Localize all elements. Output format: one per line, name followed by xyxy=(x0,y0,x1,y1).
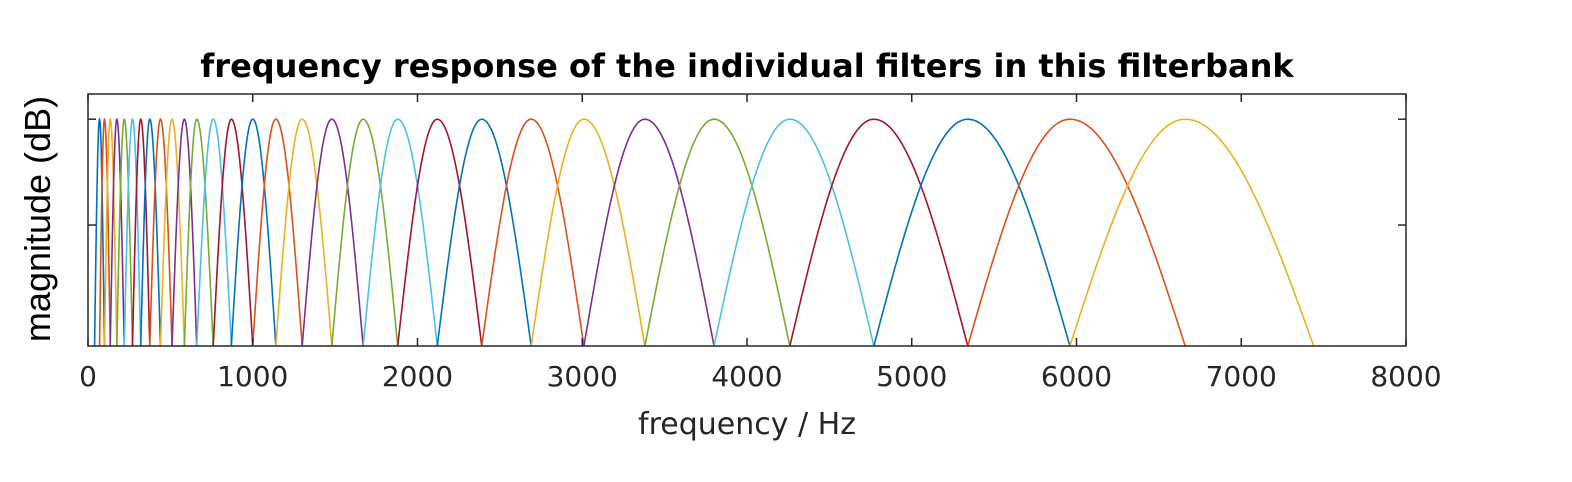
filter-curve-7 xyxy=(131,118,151,347)
filter-curve-31 xyxy=(1069,118,1315,347)
filter-curve-20 xyxy=(362,118,439,347)
chart-title: frequency response of the individual fil… xyxy=(200,47,1294,85)
filter-curve-13 xyxy=(195,118,233,347)
x-axis-label: frequency / Hz xyxy=(638,407,856,442)
filter-curve-5 xyxy=(116,118,134,347)
filter-curve-26 xyxy=(644,118,791,347)
x-tick-label-8000: 8000 xyxy=(1370,360,1441,393)
filter-curve-24 xyxy=(530,118,646,347)
filter-curve-23 xyxy=(480,118,585,347)
filter-curve-25 xyxy=(583,118,715,347)
filter-curve-2 xyxy=(98,117,112,347)
filter-curve-22 xyxy=(436,118,532,347)
filter-curve-15 xyxy=(230,118,277,347)
filter-curve-11 xyxy=(171,118,198,347)
filter-curve-12 xyxy=(183,118,215,347)
filter-curve-27 xyxy=(713,118,875,347)
filter-curve-6 xyxy=(123,117,142,347)
x-tick-label-1000: 1000 xyxy=(217,360,288,393)
filter-curve-14 xyxy=(212,118,254,347)
x-tick-label-6000: 6000 xyxy=(1041,360,1112,393)
x-ticks: 0 1000 2000 3000 4000 5000 6000 7000 8000 xyxy=(79,94,1442,393)
filter-curve-29 xyxy=(873,118,1071,347)
filter-curve-9 xyxy=(148,118,173,347)
x-tick-label-4000: 4000 xyxy=(711,360,782,393)
y-axis-label: magnitude (dB) xyxy=(17,96,58,342)
x-tick-label-0: 0 xyxy=(79,360,97,393)
filter-curve-18 xyxy=(301,118,364,347)
x-tick-label-7000: 7000 xyxy=(1206,360,1277,393)
filter-curve-8 xyxy=(139,118,162,347)
y-ticks xyxy=(88,118,1406,226)
filter-curve-3 xyxy=(103,117,118,347)
x-tick-label-3000: 3000 xyxy=(547,360,618,393)
filter-curve-4 xyxy=(109,118,126,347)
filter-curve-19 xyxy=(331,118,399,347)
filter-curve-10 xyxy=(159,118,186,347)
plot-area: 0 1000 2000 3000 4000 5000 6000 7000 8000 xyxy=(79,93,1442,393)
filter-curve-30 xyxy=(966,118,1187,347)
x-tick-label-5000: 5000 xyxy=(876,360,947,393)
filter-curve-28 xyxy=(789,118,969,347)
filter-curve-16 xyxy=(251,118,303,347)
filter-curves xyxy=(93,117,1315,347)
filter-curve-1 xyxy=(93,117,106,347)
filter-curve-17 xyxy=(275,118,333,347)
filter-curve-21 xyxy=(396,118,483,347)
x-tick-label-2000: 2000 xyxy=(382,360,453,393)
